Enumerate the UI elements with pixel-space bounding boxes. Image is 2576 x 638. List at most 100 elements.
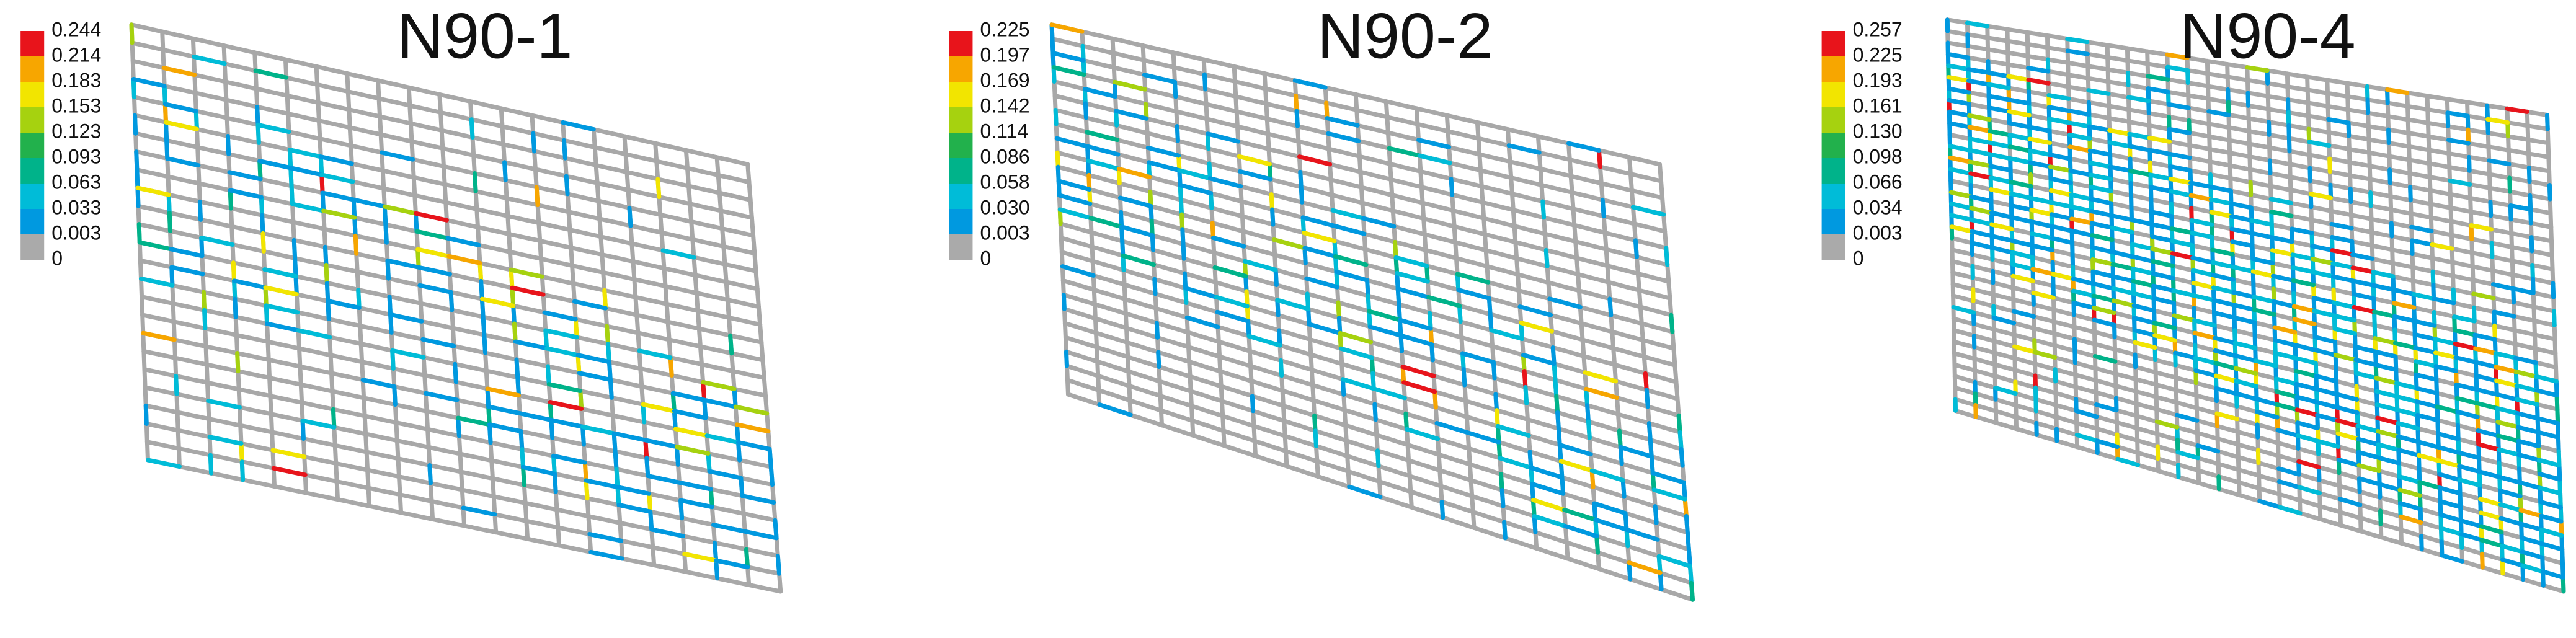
mesh-segment — [1245, 304, 1251, 324]
mesh-segment — [1560, 475, 1596, 490]
mesh-segment — [353, 233, 359, 256]
mesh-segment — [2510, 259, 2515, 277]
mesh-segment — [461, 505, 467, 528]
mesh-segment — [426, 445, 432, 467]
mesh-segment — [689, 219, 725, 231]
mesh-segment — [1480, 200, 1486, 221]
mesh-segment — [732, 386, 738, 409]
mesh-segment — [2174, 375, 2198, 386]
mesh-segment — [131, 77, 136, 100]
mesh-segment — [351, 197, 387, 209]
mesh-segment — [167, 229, 204, 241]
mesh-segment — [1246, 319, 1251, 339]
mesh-segment — [1308, 352, 1314, 373]
mesh-segment — [1992, 350, 2017, 361]
mesh-segment — [688, 202, 724, 213]
mesh-segment — [1210, 235, 1246, 249]
mesh-segment — [2388, 194, 2413, 203]
mesh-segment — [487, 422, 523, 434]
mesh-segment — [636, 330, 642, 353]
mesh-segment — [330, 389, 366, 401]
mesh-segment — [2549, 224, 2554, 244]
mesh-segment — [450, 326, 487, 337]
mesh-segment — [1218, 369, 1224, 389]
mesh-segment — [2499, 529, 2524, 541]
mesh-segment — [2227, 163, 2253, 172]
mesh-segment — [2336, 444, 2361, 454]
mesh-segment — [130, 58, 166, 70]
mesh-segment — [1533, 529, 1569, 545]
mesh-segment — [709, 505, 716, 528]
mesh-segment — [1335, 285, 1341, 305]
mesh-segment — [140, 295, 175, 306]
mesh-segment — [2286, 136, 2312, 144]
mesh-segment — [1091, 273, 1127, 287]
mesh-segment — [418, 301, 424, 324]
mesh-segment — [257, 159, 293, 171]
mesh-segment — [458, 451, 494, 463]
mesh-segment — [734, 422, 771, 434]
mesh-segment — [1646, 421, 1682, 435]
mesh-segment — [1392, 239, 1398, 260]
mesh-segment — [658, 212, 664, 235]
mesh-segment — [505, 213, 512, 236]
mesh-segment — [1395, 286, 1401, 307]
mesh-segment — [350, 179, 386, 191]
mesh-segment — [643, 438, 649, 461]
mesh-segment — [453, 361, 489, 373]
mesh-segment — [638, 366, 674, 378]
mesh-segment — [1207, 161, 1212, 181]
mesh-segment — [166, 192, 202, 204]
mesh-segment — [1237, 154, 1272, 167]
mesh-segment — [2273, 363, 2298, 373]
mesh-segment — [1612, 362, 1619, 384]
mesh-segment — [548, 400, 554, 422]
mesh-segment — [1490, 343, 1526, 358]
legend-swatch — [20, 133, 45, 158]
mesh-segment — [1282, 419, 1318, 433]
mesh-segment — [744, 547, 780, 559]
mesh-segment — [2275, 415, 2300, 425]
mesh-segment — [573, 317, 579, 340]
mesh-segment — [531, 131, 567, 143]
mesh-segment — [2547, 169, 2552, 188]
mesh-segment — [774, 536, 780, 559]
mesh-segment — [1488, 312, 1524, 326]
mesh-segment — [1519, 321, 1525, 342]
mesh-segment — [2393, 354, 2418, 364]
mesh-segment — [1155, 335, 1191, 350]
mesh-segment — [611, 431, 648, 443]
mesh-segment — [2313, 361, 2338, 371]
mesh-segment — [1086, 158, 1121, 171]
mesh-segment — [1306, 306, 1312, 327]
mesh-segment — [2487, 172, 2512, 180]
mesh-segment — [1330, 192, 1335, 213]
mesh-segment — [567, 228, 574, 250]
mesh-segment — [714, 558, 720, 581]
mesh-segment — [2271, 286, 2296, 296]
mesh-segment — [608, 378, 644, 389]
mesh-segment — [1388, 177, 1424, 190]
mesh-segment — [2291, 291, 2316, 301]
mesh-segment — [644, 456, 680, 467]
mesh-segment — [1676, 413, 1682, 435]
mesh-segment — [1638, 304, 1644, 326]
mesh-segment — [719, 208, 754, 220]
mesh-segment — [2305, 87, 2330, 95]
mesh-segment — [1122, 282, 1127, 301]
mesh-segment — [1489, 328, 1525, 342]
mesh-segment — [2470, 264, 2495, 273]
mesh-segment — [1182, 271, 1188, 291]
mesh-segment — [2347, 147, 2372, 155]
mesh-segment — [580, 424, 616, 436]
mesh-segment — [1063, 335, 1068, 354]
mesh-segment — [1190, 419, 1226, 433]
mesh-segment — [2174, 400, 2199, 410]
mesh-segment — [391, 366, 397, 389]
mesh-segment — [318, 154, 354, 166]
mesh-segment — [2113, 371, 2138, 382]
mesh-segment — [2410, 252, 2415, 270]
mesh-segment — [380, 150, 415, 162]
mesh-segment — [2014, 415, 2039, 425]
mesh-segment — [1284, 449, 1289, 469]
